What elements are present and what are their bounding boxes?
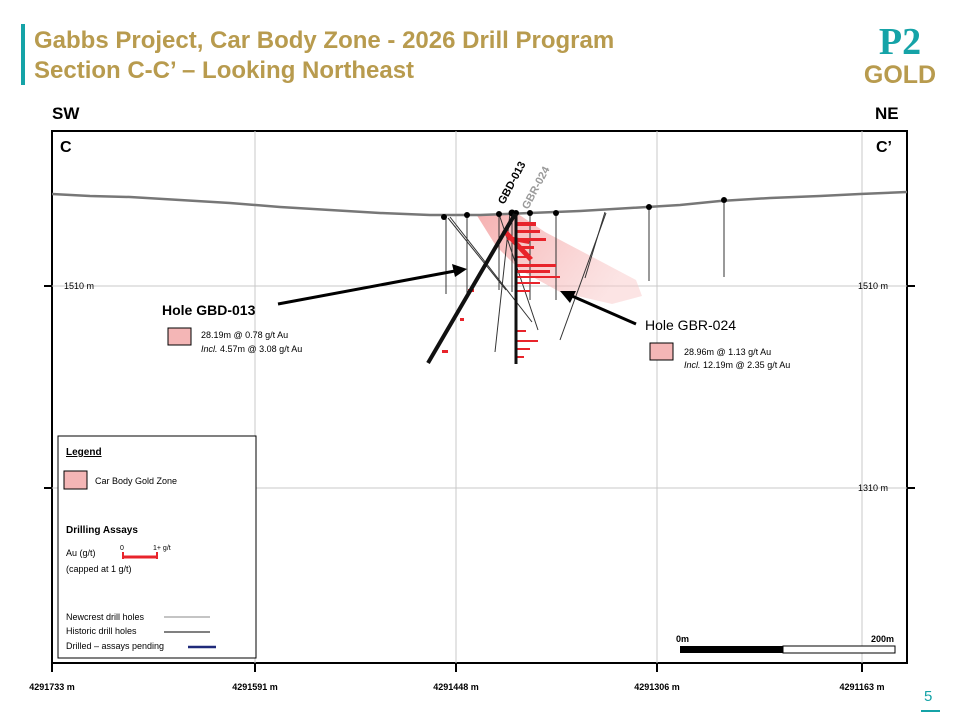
easting-tick-label: 4291448 m bbox=[433, 682, 479, 692]
legend-historic-label: Historic drill holes bbox=[66, 626, 137, 636]
gbd-incl-value: 4.57m @ 3.08 g/t Au bbox=[218, 344, 303, 354]
topography-line bbox=[51, 190, 908, 217]
page-title: Gabbs Project, Car Body Zone - 2026 Dril… bbox=[34, 26, 614, 86]
gbd-result: 28.19m @ 0.78 g/t Au bbox=[201, 330, 288, 340]
gbd-incl: Incl. 4.57m @ 3.08 g/t Au bbox=[201, 344, 302, 354]
title-accent-bar bbox=[21, 24, 25, 85]
page-number-underline bbox=[921, 710, 940, 712]
legend-title: Legend bbox=[66, 447, 102, 458]
gbr-incl-prefix: Incl. bbox=[684, 360, 701, 370]
scale-bar-start: 0m bbox=[676, 634, 689, 644]
elevation-label-upper-left: 1510 m bbox=[64, 281, 94, 291]
gbd-incl-prefix: Incl. bbox=[201, 344, 218, 354]
section-frame bbox=[51, 130, 908, 664]
legend-pending-label: Drilled – assays pending bbox=[66, 641, 164, 651]
direction-sw: SW bbox=[52, 104, 80, 123]
elevation-label-upper-right: 1510 m bbox=[858, 281, 888, 291]
scale-bar-end: 200m bbox=[871, 634, 894, 644]
callout-gbr-024: Hole GBR-024 bbox=[645, 317, 736, 333]
callout-arrow-gbr bbox=[560, 291, 637, 326]
gbr-result-swatch bbox=[649, 342, 674, 361]
gbr-result: 28.96m @ 1.13 g/t Au bbox=[684, 347, 771, 357]
title-line-2: Section C-C’ – Looking Northeast bbox=[34, 57, 415, 84]
legend-zone-swatch bbox=[63, 470, 88, 490]
legend-assay-scale-bar bbox=[122, 552, 158, 559]
collar-markers bbox=[441, 197, 727, 220]
legend-zone-label: Car Body Gold Zone bbox=[95, 476, 177, 486]
logo-bottom-text: GOLD bbox=[864, 61, 936, 88]
page-number: 5 bbox=[924, 688, 933, 705]
section-label-c: C bbox=[60, 139, 72, 156]
assay-bars bbox=[442, 222, 560, 358]
logo-top-text: P2 bbox=[879, 21, 921, 63]
easting-tick-label: 4291591 m bbox=[232, 682, 278, 692]
legend-capped: (capped at 1 g/t) bbox=[66, 564, 132, 574]
easting-tick-label: 4291733 m bbox=[29, 682, 75, 692]
gbd-result-swatch bbox=[167, 327, 192, 346]
gbr-incl: Incl. 12.19m @ 2.35 g/t Au bbox=[684, 360, 790, 370]
legend-au-label: Au (g/t) bbox=[66, 548, 96, 558]
callout-gbd-013: Hole GBD-013 bbox=[162, 302, 256, 318]
hole-gbd-013 bbox=[426, 212, 517, 365]
legend-assays-title: Drilling Assays bbox=[66, 525, 138, 536]
axis-ticks bbox=[44, 285, 915, 672]
callout-arrow-gbd bbox=[277, 264, 467, 306]
p2-gold-logo: P2 GOLD bbox=[864, 21, 936, 88]
easting-tick-label: 4291163 m bbox=[839, 682, 884, 692]
gbr-incl-value: 12.19m @ 2.35 g/t Au bbox=[701, 360, 791, 370]
title-line-1: Gabbs Project, Car Body Zone - 2026 Dril… bbox=[34, 27, 615, 54]
legend-newcrest-label: Newcrest drill holes bbox=[66, 612, 145, 622]
elevation-label-lower-right: 1310 m bbox=[858, 483, 888, 493]
direction-ne: NE bbox=[875, 104, 899, 123]
legend-box: Legend Car Body Gold Zone Drilling Assay… bbox=[57, 435, 257, 659]
legend-scale-max: 1+ g/t bbox=[153, 545, 171, 552]
grid-lines bbox=[52, 131, 907, 663]
legend-scale-min: 0 bbox=[120, 545, 124, 552]
scale-bar: 0m 200m bbox=[676, 634, 896, 654]
car-body-gold-zone bbox=[476, 214, 642, 304]
easting-tick-label: 4291306 m bbox=[634, 682, 680, 692]
section-label-c-prime: C’ bbox=[876, 139, 892, 156]
